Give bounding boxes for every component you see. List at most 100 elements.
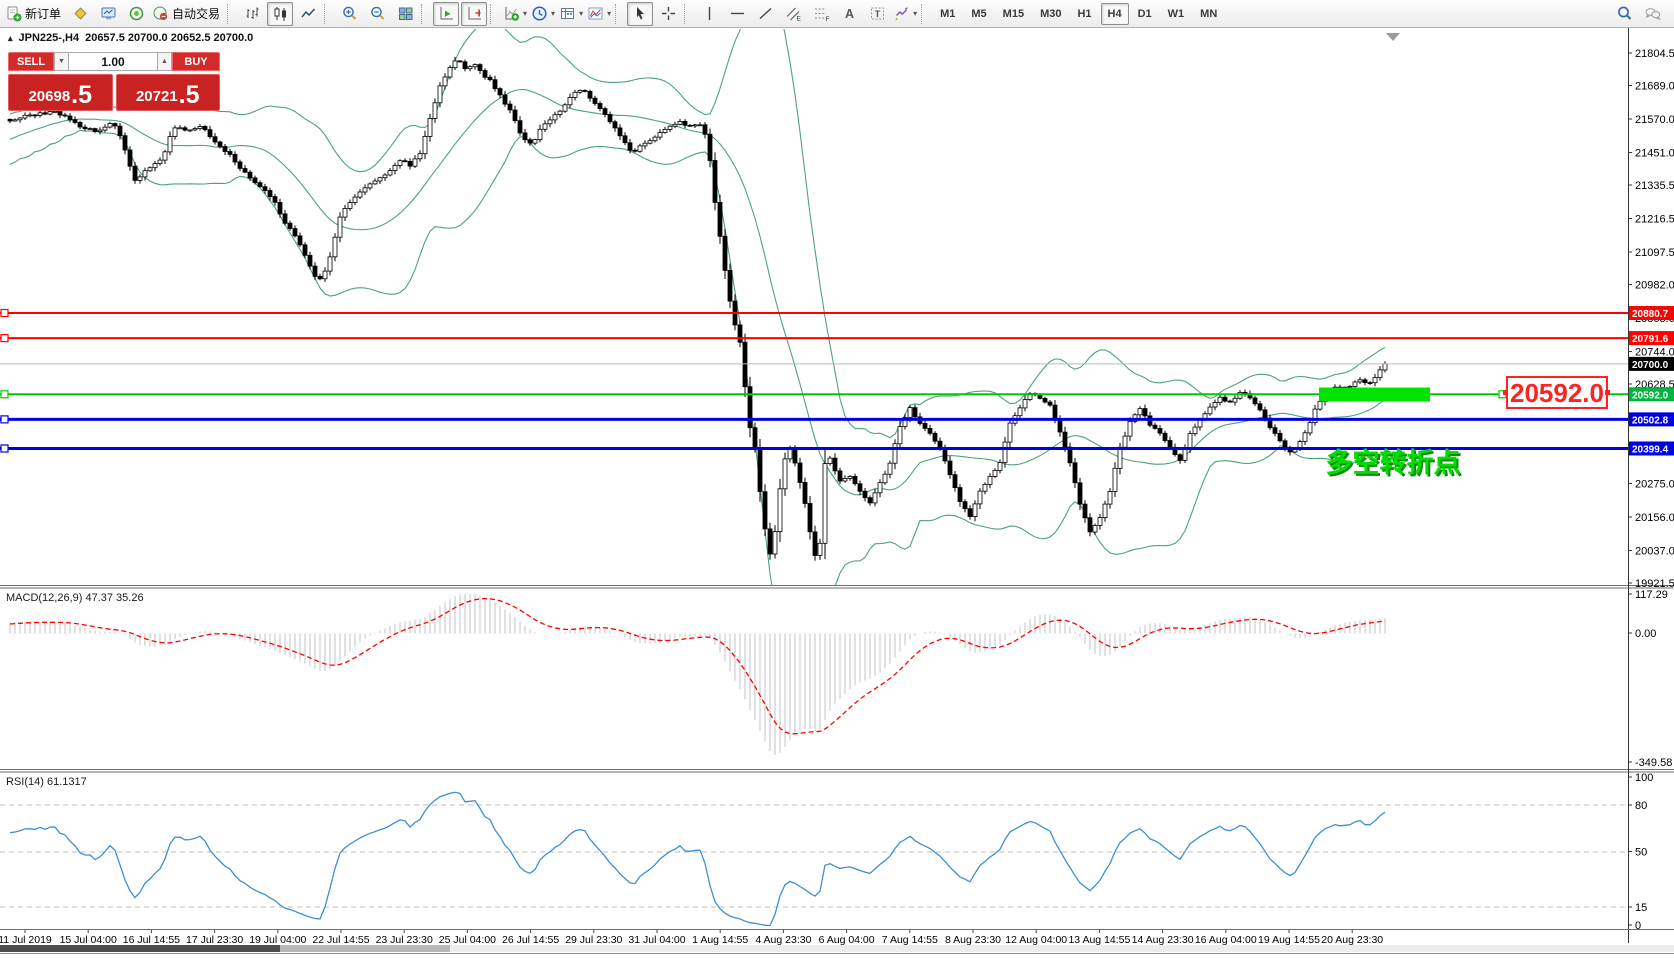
autotrading-button[interactable]: 自动交易	[151, 2, 224, 26]
timeframe-h4-button[interactable]: H4	[1100, 2, 1129, 25]
chart-shift-marker-icon[interactable]	[1386, 33, 1400, 41]
horizontal-scrollbar-segment[interactable]	[280, 945, 450, 952]
channel-button[interactable]: E	[780, 2, 806, 26]
candle-body	[1177, 454, 1183, 461]
chart-line-icon	[300, 5, 317, 22]
timeframe-mn-button[interactable]: MN	[1200, 7, 1218, 20]
zoom-out-button[interactable]	[364, 2, 390, 26]
period-grid-button[interactable]: ▾	[558, 2, 584, 26]
timeframe-m15-button[interactable]: M15	[1002, 7, 1025, 20]
level-anchor[interactable]	[0, 390, 9, 399]
candle-body	[1052, 404, 1058, 420]
text-label-button[interactable]: T	[864, 2, 890, 26]
level-anchor[interactable]	[0, 308, 9, 318]
buy-button[interactable]: BUY	[172, 52, 220, 71]
candle-body	[432, 102, 438, 119]
period-grid-dropdown-icon[interactable]: ▾	[579, 9, 584, 18]
candle-body	[77, 122, 83, 128]
candle-body	[812, 531, 818, 556]
candle-body	[542, 123, 548, 130]
timeframe-w1-button[interactable]: W1	[1167, 7, 1185, 20]
volume-decrease-button[interactable]: ▼	[54, 52, 69, 71]
volume-input[interactable]: 1.00	[69, 52, 157, 71]
vertical-line-button[interactable]	[696, 2, 722, 26]
callout-anchor-left[interactable]	[1503, 390, 1508, 395]
time-tick-label: 25 Jul 04:00	[439, 934, 496, 946]
candle-body	[512, 109, 518, 122]
crosshair-button[interactable]	[655, 2, 681, 26]
chart-window-icon	[72, 5, 89, 22]
trendline-button[interactable]	[752, 2, 778, 26]
candle-body	[702, 124, 708, 135]
callout-anchor-right[interactable]	[1605, 390, 1610, 395]
search-button[interactable]	[1611, 2, 1637, 26]
new-order-button[interactable]: 新订单	[4, 2, 65, 26]
axis-price-badge	[1629, 356, 1674, 371]
candle-body	[792, 448, 798, 464]
candle-body	[1192, 426, 1198, 435]
time-tick-label: 31 Jul 04:00	[628, 934, 685, 946]
horizontal-scrollbar-track[interactable]	[0, 945, 1674, 952]
candle-body	[327, 256, 333, 272]
highlight-rectangle[interactable]	[1319, 387, 1430, 402]
timeframe-d1-button[interactable]: D1	[1137, 7, 1152, 20]
candle-body	[747, 386, 753, 429]
chart-candles-button[interactable]	[267, 1, 294, 26]
candle-body	[492, 79, 498, 90]
templates-dropdown-icon[interactable]: ▾	[607, 9, 612, 18]
signals-button[interactable]	[123, 2, 149, 26]
tile-windows-button[interactable]	[392, 2, 418, 26]
candle-body	[522, 132, 528, 141]
candle-body	[47, 111, 53, 115]
rsi-label: RSI(14) 61.1317	[6, 776, 87, 788]
chart-bars-button[interactable]	[239, 2, 265, 26]
annotation-text[interactable]: 多空转折点	[1326, 447, 1461, 478]
level-anchor[interactable]	[0, 415, 9, 424]
candle-body	[157, 159, 163, 165]
text-button[interactable]: A	[836, 2, 862, 26]
chart-shift-button[interactable]	[461, 1, 488, 26]
sell-price-button[interactable]: 20698 .5	[8, 74, 113, 111]
indicators-dropdown-icon[interactable]: ▾	[523, 9, 528, 18]
arrows-dropdown-icon[interactable]: ▾	[913, 9, 918, 18]
chat-button[interactable]	[1639, 2, 1665, 26]
periods-button[interactable]: ▾	[530, 2, 556, 26]
chart-window-button[interactable]	[67, 2, 93, 26]
buy-price-button[interactable]: 20721 .5	[115, 74, 220, 111]
buy-price-frac: .5	[178, 81, 200, 109]
time-tick-label: 19 Jul 04:00	[249, 934, 306, 946]
fibonacci-button[interactable]: F	[808, 2, 834, 26]
candle-body	[1367, 382, 1373, 385]
volume-increase-button[interactable]: ▲	[157, 52, 172, 71]
auto-scroll-button[interactable]	[433, 1, 460, 26]
timeframe-m1-button[interactable]: M1	[940, 7, 956, 20]
candle-body	[1347, 385, 1353, 388]
candle-body	[127, 149, 133, 167]
axis-tick-label: 21216.5	[1635, 214, 1674, 226]
level-anchor[interactable]	[0, 333, 9, 343]
market-watch-button[interactable]	[95, 2, 121, 26]
arrows-button[interactable]: ▾	[892, 2, 918, 26]
horizontal-scrollbar-thumb[interactable]	[0, 945, 280, 952]
chart-line-button[interactable]	[295, 2, 321, 26]
candle-body	[367, 183, 373, 189]
candle-body	[1352, 381, 1358, 387]
timeframe-m5-button[interactable]: M5	[971, 7, 987, 20]
sell-button[interactable]: SELL	[8, 52, 54, 71]
candle-body	[637, 145, 643, 152]
periods-dropdown-icon[interactable]: ▾	[551, 9, 556, 18]
timeframe-h1-button[interactable]: H1	[1077, 7, 1092, 20]
indicators-button[interactable]: ▾	[502, 2, 528, 26]
zoom-in-button[interactable]	[336, 2, 362, 26]
templates-button[interactable]: ▾	[586, 2, 612, 26]
cursor-button[interactable]	[627, 1, 654, 26]
horizontal-line-button[interactable]	[724, 2, 750, 26]
candle-body	[87, 128, 93, 131]
candle-body	[1382, 363, 1388, 371]
collapse-trade-panel-icon[interactable]: ▴	[8, 32, 13, 43]
timeframe-m30-button[interactable]: M30	[1040, 7, 1062, 20]
level-anchor[interactable]	[0, 444, 9, 453]
text-label-icon: T	[869, 5, 886, 22]
toolbar-separator	[421, 3, 430, 24]
